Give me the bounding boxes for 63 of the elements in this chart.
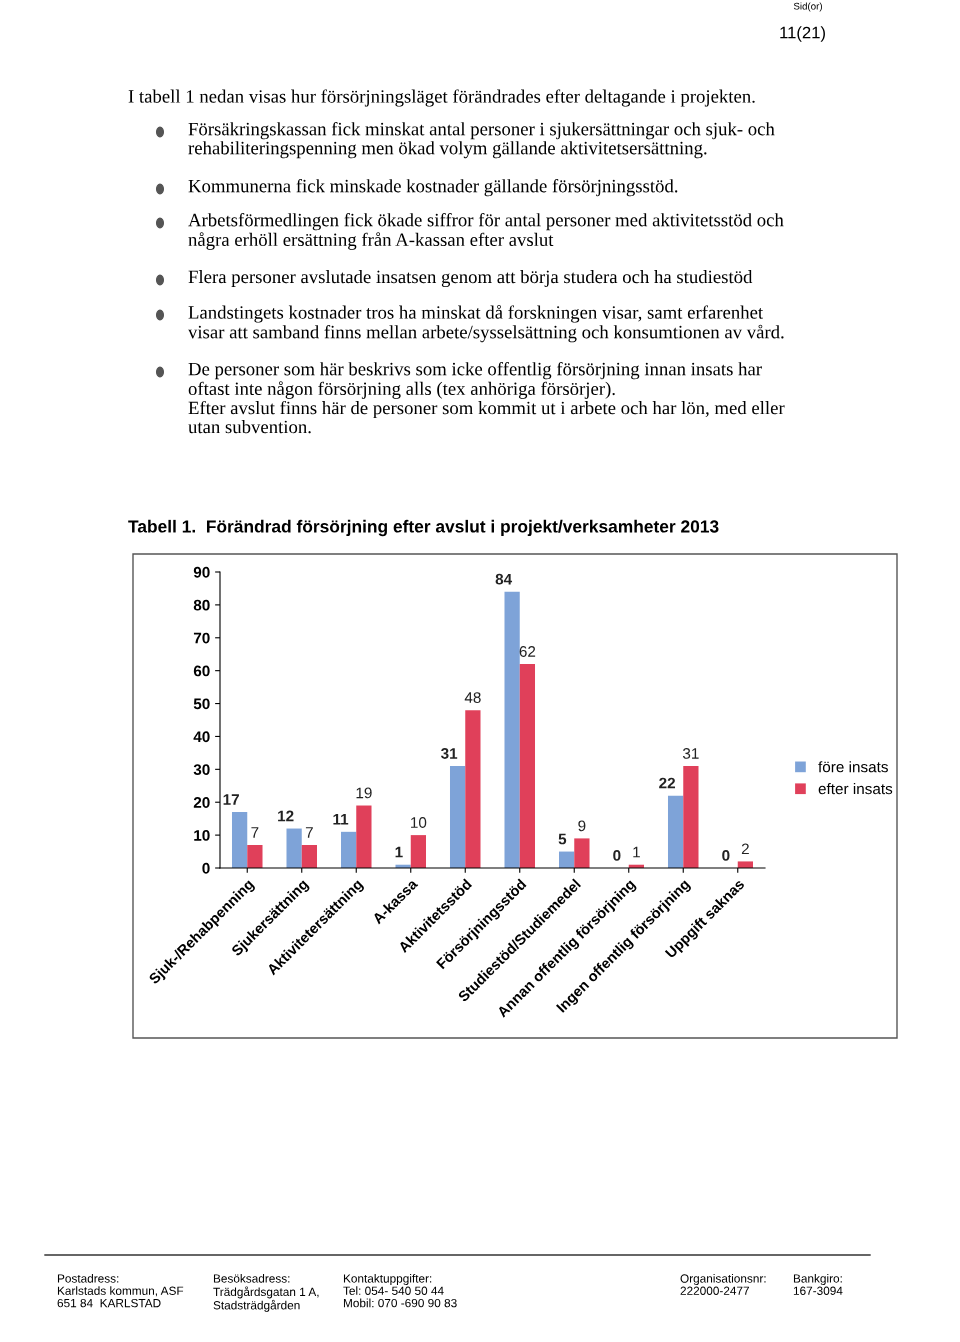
bar [519,664,536,868]
text: De personer som här beskrivs som icke offentlig försörjning innan insats har oftast inte någon försörjning alls (tex anhöriga försörjer). Efter avslut finns här de personer som kommit ut i arbete och har lön, med eller utan subvention. [188,362,785,434]
bar [247,844,263,868]
data-label: 7 [251,827,259,838]
text: Besöksadress: Trädgårdsgatan 1 A, Stadsträdgården [213,1274,319,1312]
bar [683,766,699,868]
data-label: 31 [440,748,458,759]
data-label: 84 [495,573,513,585]
data-label: 17 [223,794,239,805]
y-tick-label: 50 [193,698,210,710]
data-label: 2 [741,843,749,855]
text: Kontaktuppgifter: Tel: 054- 540 50 44 Mobil: 070 -690 90 83 [343,1274,457,1308]
bar [574,838,590,868]
bar [504,591,520,868]
bar [231,812,248,868]
data-label: 1 [395,846,403,858]
data-label: 31 [682,748,699,759]
y-tick-label: 30 [193,764,210,776]
legend-label: efter insats [818,783,893,795]
data-label: 19 [356,787,372,799]
bar [410,835,427,868]
bar [465,710,481,868]
data-label: 11 [333,813,349,825]
y-tick-label: 80 [193,599,210,611]
text: I tabell 1 nedan visas hur försörjningsläget förändrades efter deltagande i projekten. [128,89,755,107]
data-label: 7 [305,827,313,838]
text: Kommunerna fick minskade kostnader gällande försörjningsstöd. [188,179,678,197]
data-label: 9 [578,820,586,832]
data-label: 48 [464,692,481,703]
text: Bankgiro: 167-3094 [793,1274,843,1295]
data-label: 22 [659,777,676,789]
bar [286,828,302,868]
text: Landstingets kostnader tros ha minskat då forskningen visar, samt erfarenhet visar att samband finns mellan arbete/sysselsättning och konsumtionen av vård. [188,305,784,343]
data-label: 10 [411,817,427,828]
bar [449,766,466,868]
data-label: 62 [519,646,536,657]
bar [340,831,357,868]
data-label: 12 [278,810,294,822]
text: Postadress: Karlstads kommun, ASF 651 84 KARLSTAD [57,1274,184,1308]
text: Försäkringskassan fick minskat antal personer i sjukersättningar och sjuk- och rehabiliteringspenning men ökad volym gällande aktivitetsersättning. [188,122,775,159]
y-tick-label: 60 [193,665,210,677]
y-tick-label: 0 [202,862,210,874]
data-label: 0 [613,849,621,861]
text: Sid(or) [793,2,822,12]
bar [356,805,372,868]
y-tick-label: 20 [193,797,210,808]
data-label: 1 [633,846,640,858]
y-tick-label: 40 [193,731,210,743]
y-tick-label: 90 [193,566,210,578]
data-label: 0 [722,849,730,861]
chart-title: Tabell 1. Förändrad försörjning efter avslut i projekt/verksamheter 2013 [128,519,719,537]
legend-label: före insats [818,761,888,773]
text: Arbetsförmedlingen fick ökade siffror för antal personer med aktivitetsstöd och några erhöll ersättning från A-kassan efter avslut [188,213,784,250]
y-tick-label: 70 [193,632,210,644]
bar [558,851,575,868]
bar [301,844,318,868]
data-label: 5 [558,833,567,845]
bar [737,861,754,868]
text: Organisationsnr: 222000-2477 [680,1274,766,1295]
text: Flera personer avslutade insatsen genom att börja studera och ha studiestöd [188,270,753,288]
y-tick-label: 10 [194,829,210,841]
bar [667,795,684,868]
text: 11(21) [780,26,825,42]
